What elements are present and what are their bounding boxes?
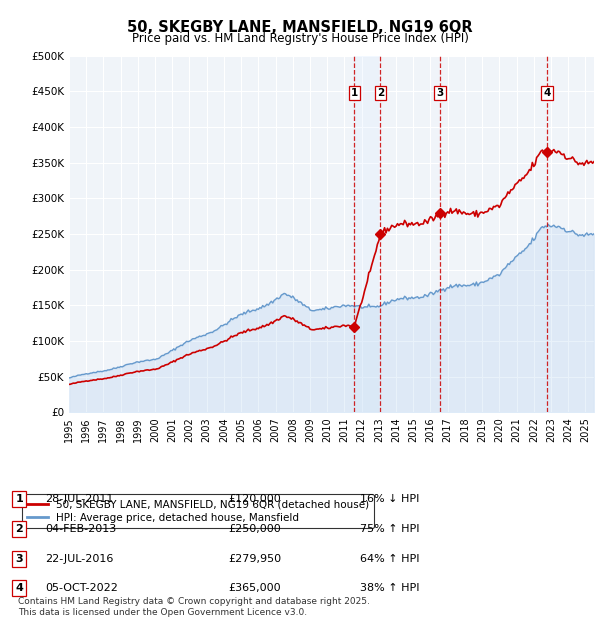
Text: Contains HM Land Registry data © Crown copyright and database right 2025.
This d: Contains HM Land Registry data © Crown c… xyxy=(18,598,370,617)
Text: £279,950: £279,950 xyxy=(228,554,281,564)
Text: 16% ↓ HPI: 16% ↓ HPI xyxy=(360,494,419,504)
Text: 1: 1 xyxy=(350,88,358,98)
Text: 4: 4 xyxy=(15,583,23,593)
Text: £250,000: £250,000 xyxy=(228,524,281,534)
Bar xyxy=(354,56,380,412)
Text: 2: 2 xyxy=(377,88,384,98)
Text: 50, SKEGBY LANE, MANSFIELD, NG19 6QR: 50, SKEGBY LANE, MANSFIELD, NG19 6QR xyxy=(127,20,473,35)
Text: £365,000: £365,000 xyxy=(228,583,281,593)
Text: 22-JUL-2016: 22-JUL-2016 xyxy=(45,554,113,564)
Text: 1: 1 xyxy=(16,494,23,504)
Text: 64% ↑ HPI: 64% ↑ HPI xyxy=(360,554,419,564)
Text: 3: 3 xyxy=(16,554,23,564)
Text: 4: 4 xyxy=(543,88,551,98)
Text: 2: 2 xyxy=(16,524,23,534)
Legend: 50, SKEGBY LANE, MANSFIELD, NG19 6QR (detached house), HPI: Average price, detac: 50, SKEGBY LANE, MANSFIELD, NG19 6QR (de… xyxy=(22,494,374,528)
Text: 28-JUL-2011: 28-JUL-2011 xyxy=(45,494,113,504)
Text: Price paid vs. HM Land Registry's House Price Index (HPI): Price paid vs. HM Land Registry's House … xyxy=(131,32,469,45)
Text: £120,000: £120,000 xyxy=(228,494,281,504)
Text: 05-OCT-2022: 05-OCT-2022 xyxy=(45,583,118,593)
Text: 75% ↑ HPI: 75% ↑ HPI xyxy=(360,524,419,534)
Text: 38% ↑ HPI: 38% ↑ HPI xyxy=(360,583,419,593)
Text: 3: 3 xyxy=(436,88,443,98)
Text: 04-FEB-2013: 04-FEB-2013 xyxy=(45,524,116,534)
